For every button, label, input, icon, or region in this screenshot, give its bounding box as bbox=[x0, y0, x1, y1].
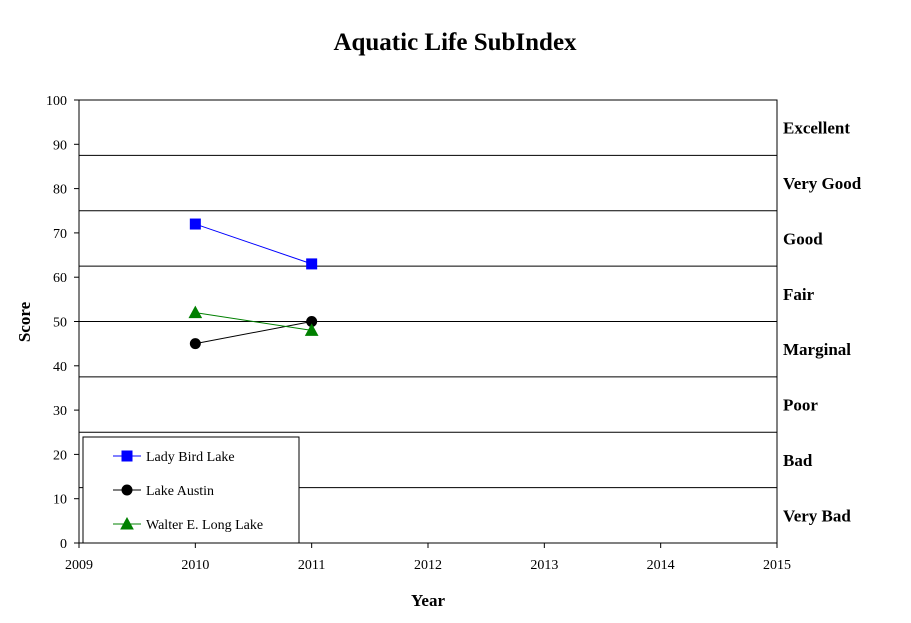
y-tick-label: 80 bbox=[53, 183, 67, 198]
band-label-fair: Fair bbox=[783, 285, 815, 304]
y-tick-label: 10 bbox=[53, 493, 67, 508]
data-point-lady-bird-lake bbox=[189, 218, 201, 230]
x-tick-label: 2013 bbox=[530, 558, 558, 573]
y-tick-label: 50 bbox=[53, 316, 67, 331]
legend-item-walter-e-long-lake: Walter E. Long Lake bbox=[113, 516, 263, 533]
series-line-lady-bird-lake bbox=[195, 223, 312, 265]
y-tick-label: 70 bbox=[53, 227, 67, 242]
legend-label: Lady Bird Lake bbox=[146, 450, 235, 465]
y-axis-title: Score bbox=[15, 301, 34, 342]
x-tick-label: 2015 bbox=[763, 558, 791, 573]
series-line-walter-e-long-lake bbox=[195, 312, 312, 331]
axes: 0 10 20 30 40 50 60 70 80 90 100 2009 2010 2011 2012 20… bbox=[46, 94, 791, 573]
legend: Lady Bird Lake Lake Austin Walter E. Long … bbox=[82, 436, 300, 544]
data-point-walter-e-long-lake bbox=[188, 305, 203, 319]
band-label-excellent: Excellent bbox=[783, 119, 850, 138]
band-label-good: Good bbox=[783, 229, 823, 248]
legend-marker bbox=[121, 484, 133, 496]
series-lady-bird-lake bbox=[189, 218, 318, 270]
band-label-very-bad: Very Bad bbox=[783, 506, 851, 525]
rating-bands: Excellent Very Good Good Fair Marginal Poor Ba… bbox=[79, 119, 862, 525]
data-point-walter-e-long-lake bbox=[304, 323, 319, 336]
y-tick-label: 100 bbox=[46, 94, 67, 109]
series-layer bbox=[188, 218, 319, 350]
y-tick-label: 20 bbox=[53, 448, 67, 463]
legend-marker bbox=[121, 450, 133, 462]
legend-item-lady-bird-lake: Lady Bird Lake bbox=[113, 450, 235, 465]
data-point-lake-austin bbox=[189, 338, 201, 350]
x-tick-label: 2014 bbox=[647, 558, 675, 573]
x-tick-label: 2012 bbox=[414, 558, 442, 573]
legend-label: Walter E. Long Lake bbox=[146, 518, 263, 533]
legend-marker bbox=[120, 516, 134, 530]
band-label-poor: Poor bbox=[783, 396, 818, 415]
chart-title: Aquatic Life SubIndex bbox=[333, 29, 577, 56]
legend-item-lake-austin: Lake Austin bbox=[113, 484, 214, 499]
y-tick-label: 40 bbox=[53, 360, 67, 375]
x-tick-label: 2010 bbox=[181, 558, 209, 573]
band-label-bad: Bad bbox=[783, 451, 813, 470]
x-axis-title: Year bbox=[411, 591, 445, 610]
series-lake-austin bbox=[189, 316, 318, 350]
x-tick-label: 2009 bbox=[65, 558, 93, 573]
data-point-lady-bird-lake bbox=[306, 258, 318, 270]
y-tick-label: 60 bbox=[53, 271, 67, 286]
legend-label: Lake Austin bbox=[146, 484, 214, 499]
band-label-very-good: Very Good bbox=[783, 174, 862, 193]
y-tick-label: 90 bbox=[53, 138, 67, 153]
series-line-lake-austin bbox=[195, 321, 312, 345]
series-walter-e-long-lake bbox=[188, 305, 319, 336]
y-tick-label: 0 bbox=[60, 537, 67, 552]
x-tick-label: 2011 bbox=[298, 558, 325, 573]
y-tick-label: 30 bbox=[53, 404, 67, 419]
band-label-marginal: Marginal bbox=[783, 340, 851, 359]
